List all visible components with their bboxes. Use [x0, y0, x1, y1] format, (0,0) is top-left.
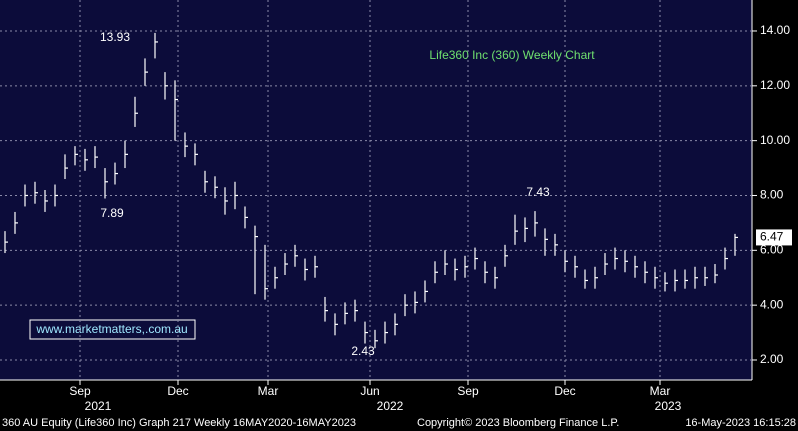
- footer-right: 16-May-2023 16:15:28: [685, 417, 796, 429]
- footer-bar: [0, 415, 798, 431]
- annotation: 2.43: [351, 344, 375, 358]
- y-tick-label: 10.00: [760, 133, 790, 147]
- x-tick-label: Sep: [457, 384, 479, 398]
- year-label: 2023: [655, 399, 682, 413]
- watermark-box: [29, 319, 196, 340]
- annotation: 13.93: [100, 30, 130, 44]
- year-label: 2022: [377, 399, 404, 413]
- y-tick-label: 12.00: [760, 78, 790, 92]
- y-tick-label: 4.00: [760, 297, 784, 311]
- watermark: www.marketmatters,.com.au: [35, 322, 187, 336]
- x-tick-label: Mar: [258, 384, 279, 398]
- chart-title: Life360 Inc (360) Weekly Chart: [429, 48, 595, 62]
- y-tick-label: 6.00: [760, 242, 784, 256]
- y-tick-label: 2.00: [760, 352, 784, 366]
- year-label: 2021: [85, 399, 112, 413]
- x-tick-label: Dec: [554, 384, 575, 398]
- annotation: 7.89: [100, 206, 124, 220]
- plot-area: [0, 0, 752, 380]
- x-tick-label: Sep: [69, 384, 91, 398]
- footer-left: 360 AU Equity (Life360 Inc) Graph 217 We…: [2, 417, 356, 429]
- y-tick-label: 14.00: [760, 23, 790, 37]
- x-tick-label: Jun: [360, 384, 379, 398]
- last-price-box: [756, 229, 792, 246]
- footer-center: Copyright© 2023 Bloomberg Finance L.P.: [417, 417, 619, 429]
- y-tick-label: 8.00: [760, 188, 784, 202]
- annotation: 7.43: [526, 185, 550, 199]
- last-price-label: 6.47: [760, 230, 784, 244]
- x-tick-label: Mar: [650, 384, 671, 398]
- x-tick-label: Dec: [167, 384, 188, 398]
